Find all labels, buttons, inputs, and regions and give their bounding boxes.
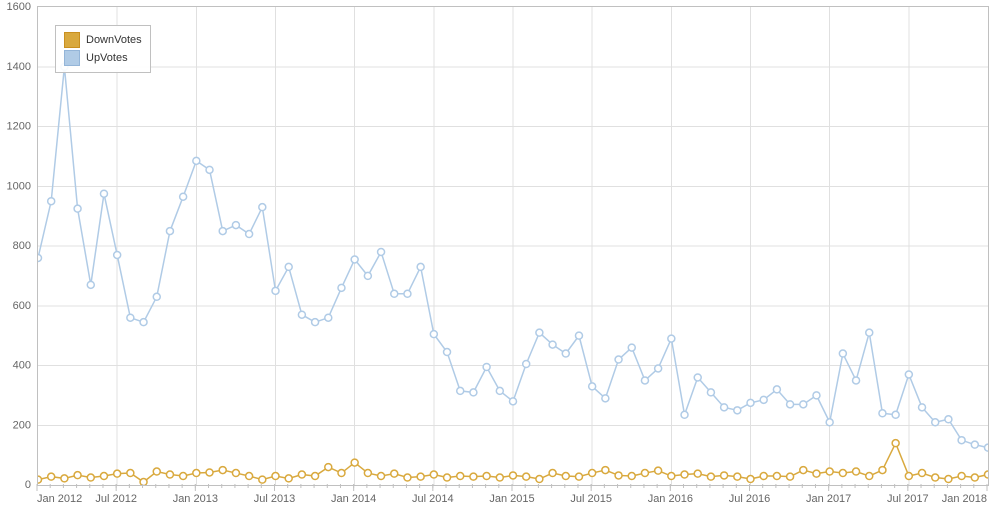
x-axis: Jan 2012 Jul 2012 Jan 2013 Jul 2013 Jan 2014…: [0, 0, 994, 509]
x-tick-label: Jul 2015: [570, 493, 612, 505]
x-tick-label: Jan 2014: [331, 493, 376, 505]
x-tick-label: Jan 2018: [942, 493, 987, 505]
x-tick-label: Jan 2012: [37, 493, 82, 505]
x-tick-label: Jul 2013: [254, 493, 296, 505]
x-tick-label: Jan 2017: [806, 493, 851, 505]
x-tick-label: Jul 2014: [412, 493, 454, 505]
x-tick-label: Jan 2015: [489, 493, 534, 505]
x-tick-label: Jul 2017: [887, 493, 929, 505]
x-tick-label: Jan 2013: [173, 493, 218, 505]
x-tick-label: Jul 2016: [729, 493, 771, 505]
votes-line-chart: DownVotesUpVotes 02004006008001000120014…: [0, 0, 994, 509]
x-tick-label: Jan 2016: [648, 493, 693, 505]
x-tick-label: Jul 2012: [95, 493, 137, 505]
